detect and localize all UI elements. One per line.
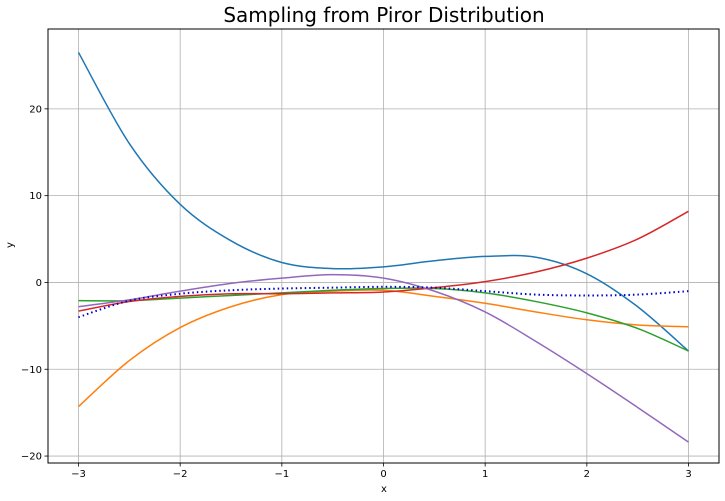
x-tick-label: −2 <box>173 469 188 480</box>
y-tick-label: −20 <box>21 452 42 463</box>
x-tick-label: 0 <box>380 469 386 480</box>
y-tick-label: 20 <box>29 104 42 115</box>
y-tick-label: −10 <box>21 365 42 376</box>
plot-lines <box>77 52 689 443</box>
x-tick-label: 2 <box>584 469 590 480</box>
x-tick-label: −3 <box>71 469 86 480</box>
series-line-4 <box>78 210 689 312</box>
series-line-6 <box>78 285 689 319</box>
gridlines <box>48 29 719 463</box>
x-tick-label: −1 <box>274 469 289 480</box>
series-line-1 <box>77 52 689 352</box>
x-axis-label: x <box>381 484 387 495</box>
chart-title: Sampling from Piror Distribution <box>223 3 544 27</box>
series-line-5 <box>78 273 689 443</box>
y-axis-label: y <box>5 242 16 248</box>
series-line-3 <box>78 287 689 352</box>
series-line-2 <box>77 289 689 408</box>
y-tick-label: 10 <box>29 191 42 202</box>
x-tick-label: 1 <box>482 469 488 480</box>
x-tick-label: 3 <box>685 469 691 480</box>
y-tick-label: 0 <box>36 278 42 289</box>
